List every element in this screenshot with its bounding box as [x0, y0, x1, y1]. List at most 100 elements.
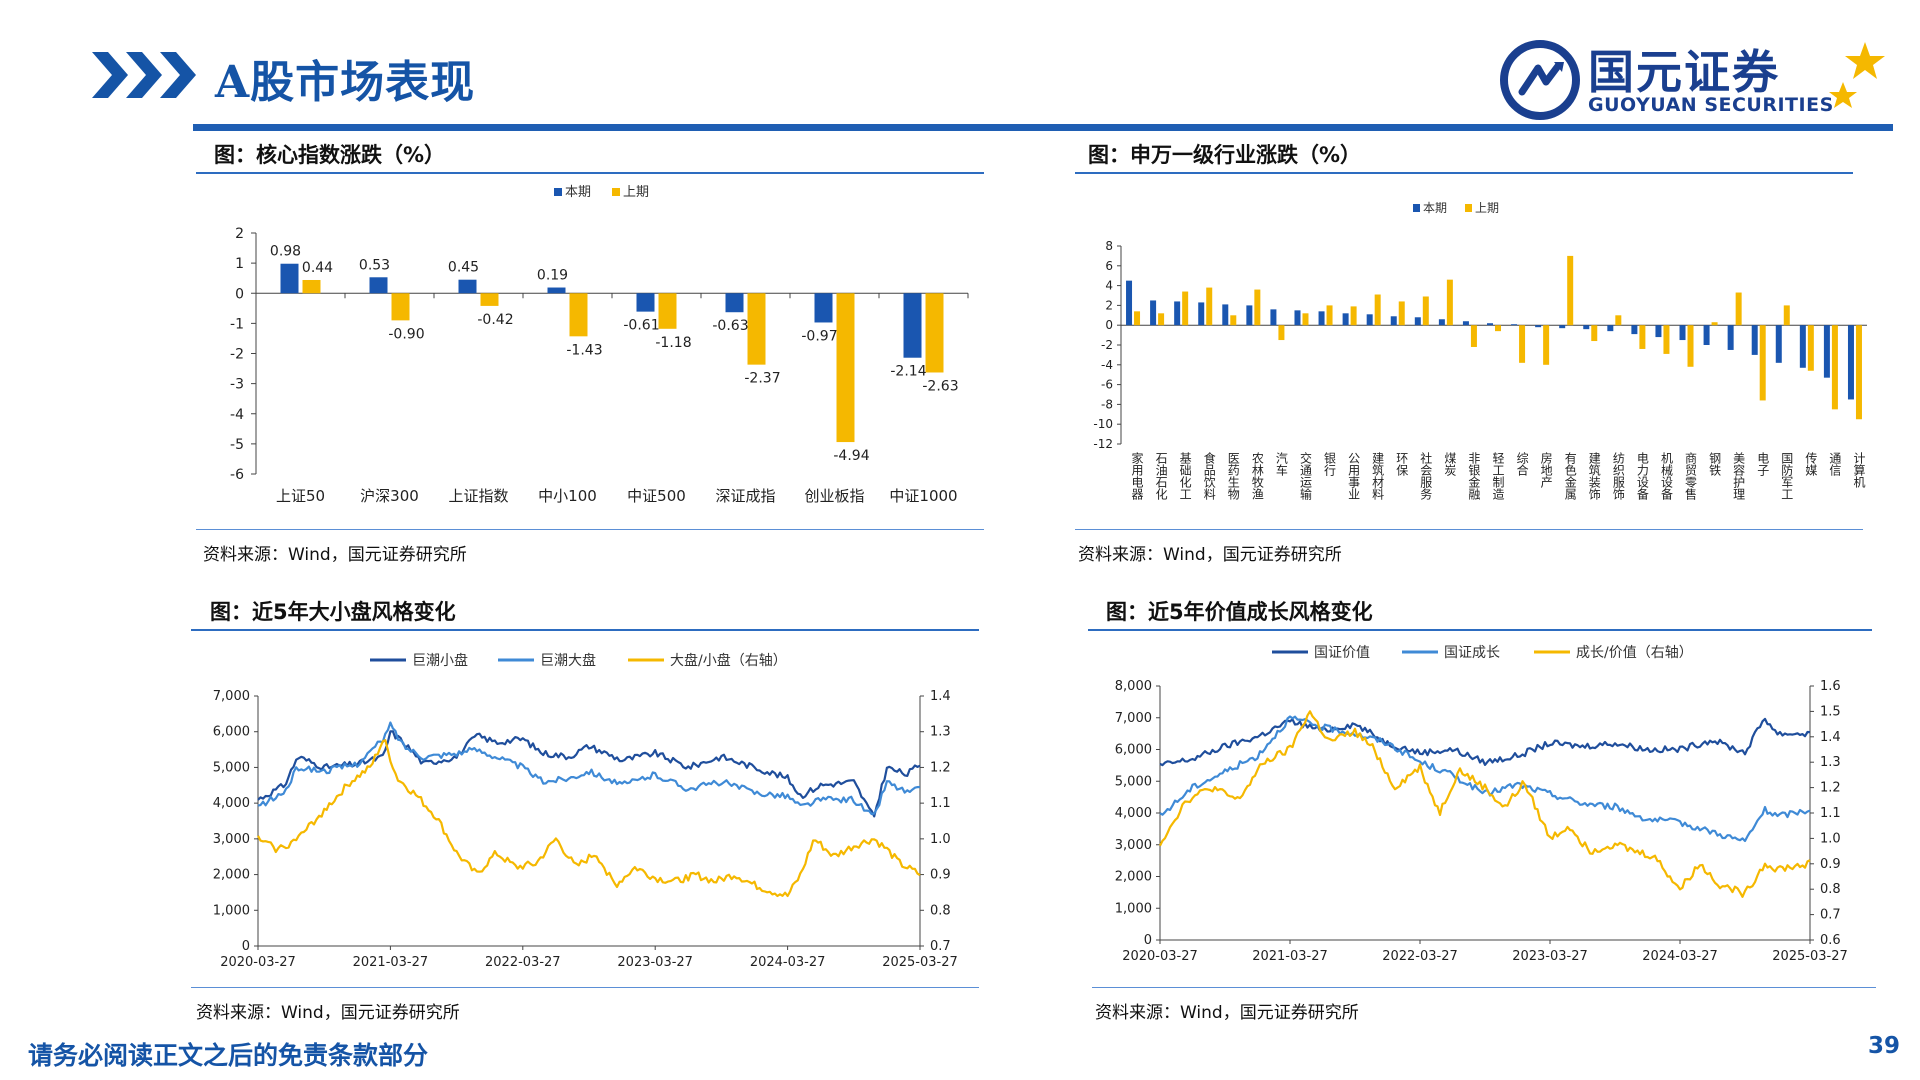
- left-tick-label: 6,000: [213, 725, 250, 740]
- y-tick-label: 1: [235, 256, 244, 272]
- y-tick-label: 2: [235, 226, 244, 242]
- data-label: -0.42: [477, 312, 513, 328]
- left-tick-label: 5,000: [213, 760, 250, 775]
- panel2-top-rule: [1075, 172, 1853, 174]
- x-category-label: 基础化工: [1178, 452, 1192, 500]
- bar-previous: [1278, 325, 1285, 341]
- bar-current: [1438, 319, 1445, 326]
- x-tick-label: 2022-03-27: [485, 955, 561, 970]
- x-tick-label: 2023-03-27: [617, 955, 693, 970]
- bar-previous: [1591, 325, 1598, 342]
- series-line-2: [1159, 710, 1811, 898]
- bar-previous: [1855, 325, 1862, 420]
- legend-label: 巨潮小盘: [412, 652, 468, 669]
- left-tick-label: 3,000: [1115, 838, 1152, 853]
- x-category-label: 中证1000: [889, 487, 957, 505]
- bar-current: [903, 293, 922, 358]
- x-tick-label: 2021-03-27: [1252, 949, 1328, 964]
- bar-current: [1727, 325, 1734, 350]
- bar-previous: [1254, 289, 1261, 326]
- bar-previous: [569, 293, 588, 337]
- legend-label: 巨潮大盘: [540, 652, 596, 669]
- x-category-label: 上证指数: [448, 487, 508, 505]
- series-line-2: [257, 739, 921, 898]
- right-tick-label: 0.8: [1820, 882, 1841, 897]
- right-tick-label: 1.6: [1820, 679, 1841, 694]
- data-label: -2.63: [922, 378, 958, 394]
- data-label: -1.43: [566, 342, 602, 358]
- bar-previous: [925, 293, 944, 373]
- right-tick-label: 1.4: [1820, 730, 1841, 745]
- y-tick-label: -10: [1093, 417, 1113, 431]
- bar-previous: [302, 279, 321, 294]
- right-tick-label: 1.4: [930, 689, 951, 704]
- bar-previous: [1158, 313, 1165, 326]
- page-number: 39: [1868, 1033, 1901, 1059]
- bar-current: [1318, 311, 1325, 326]
- legend-label: 国证价值: [1314, 645, 1370, 661]
- x-category-label: 电子: [1756, 452, 1770, 476]
- bar-current: [1366, 314, 1373, 326]
- data-label: -4.94: [833, 448, 869, 464]
- left-tick-label: 6,000: [1115, 743, 1152, 758]
- y-tick-label: -2: [230, 347, 244, 363]
- left-tick-label: 1,000: [213, 903, 250, 918]
- bar-previous: [1398, 301, 1405, 326]
- x-category-label: 国防军工: [1780, 452, 1794, 500]
- left-tick-label: 4,000: [1115, 806, 1152, 821]
- bar-current: [1342, 313, 1349, 326]
- bar-current: [1679, 325, 1686, 341]
- left-tick-label: 0: [1144, 933, 1152, 948]
- legend-label: 上期: [623, 185, 649, 200]
- y-tick-label: -3: [230, 377, 244, 393]
- bar-current: [1174, 301, 1181, 326]
- y-tick-label: -12: [1093, 437, 1113, 451]
- legend-swatch: [1465, 204, 1472, 212]
- bar-previous: [1567, 255, 1574, 326]
- header-arrows-icon: [92, 52, 196, 98]
- company-logo: 国元证券 GUOYUAN SECURITIES: [1500, 36, 1900, 126]
- data-label: 0.44: [302, 260, 333, 276]
- data-label: 0.98: [270, 244, 301, 260]
- header-rule: [193, 124, 1893, 131]
- sw-industry-chart: -12 -10 -8 -6 -4 -2 0 2 4 6 8 家用电器 石油石化 基础化工 食品饮料 医药生物农…: [1093, 201, 1867, 501]
- y-tick-label: 0: [235, 286, 244, 302]
- data-label: -0.97: [801, 328, 837, 344]
- bar-previous: [1470, 325, 1477, 347]
- right-tick-label: 0.8: [930, 903, 951, 918]
- bar-previous: [1543, 325, 1550, 365]
- panel3-bottom-rule: [191, 987, 979, 988]
- x-category-label: 机械设备: [1659, 452, 1673, 501]
- bar-previous: [1446, 279, 1453, 326]
- bar-current: [369, 277, 388, 294]
- bar-current: [1799, 325, 1806, 368]
- bar-previous: [1230, 315, 1237, 326]
- bar-current: [1126, 280, 1133, 326]
- bar-previous: [1206, 287, 1213, 326]
- x-category-label: 环保: [1395, 452, 1409, 476]
- logo-stars-icon: [1829, 42, 1885, 108]
- y-tick-label: 4: [1105, 279, 1113, 293]
- left-tick-label: 0: [242, 939, 250, 954]
- bar-current: [547, 287, 566, 294]
- legend-label: 本期: [565, 185, 591, 200]
- core-index-chart: -6 -5 -4 -3 -2 -1 0 1 2 上证50 0.980.44 沪深300 0.53 -0.9…: [230, 185, 969, 505]
- value-growth-chart: 0 1,000 2,000 3,000 4,000 5,000 6,000 7,000 8,00…: [1115, 645, 1848, 964]
- panel1-bottom-rule: [196, 529, 984, 530]
- size-style-chart: 0 1,000 2,000 3,000 4,000 5,000 6,000 7,000 0.7 0…: [213, 652, 958, 970]
- series-line-1: [1159, 715, 1811, 843]
- disclaimer-note: 请务必阅读正文之后的免责条款部分: [28, 1041, 429, 1070]
- y-tick-label: -6: [1101, 378, 1113, 392]
- x-category-label: 上证50: [276, 487, 325, 505]
- x-category-label: 医药生物: [1226, 452, 1240, 500]
- x-category-label: 美容护理: [1732, 452, 1746, 500]
- bar-previous: [1663, 325, 1670, 354]
- bar-previous: [480, 293, 499, 306]
- x-category-label: 深证成指: [715, 487, 775, 505]
- x-category-label: 商贸零售: [1684, 451, 1698, 500]
- x-category-label: 食品饮料: [1202, 451, 1216, 500]
- bar-current: [458, 279, 477, 294]
- right-tick-label: 1.0: [930, 832, 951, 847]
- bar-current: [1414, 317, 1421, 326]
- bar-current: [1462, 321, 1469, 326]
